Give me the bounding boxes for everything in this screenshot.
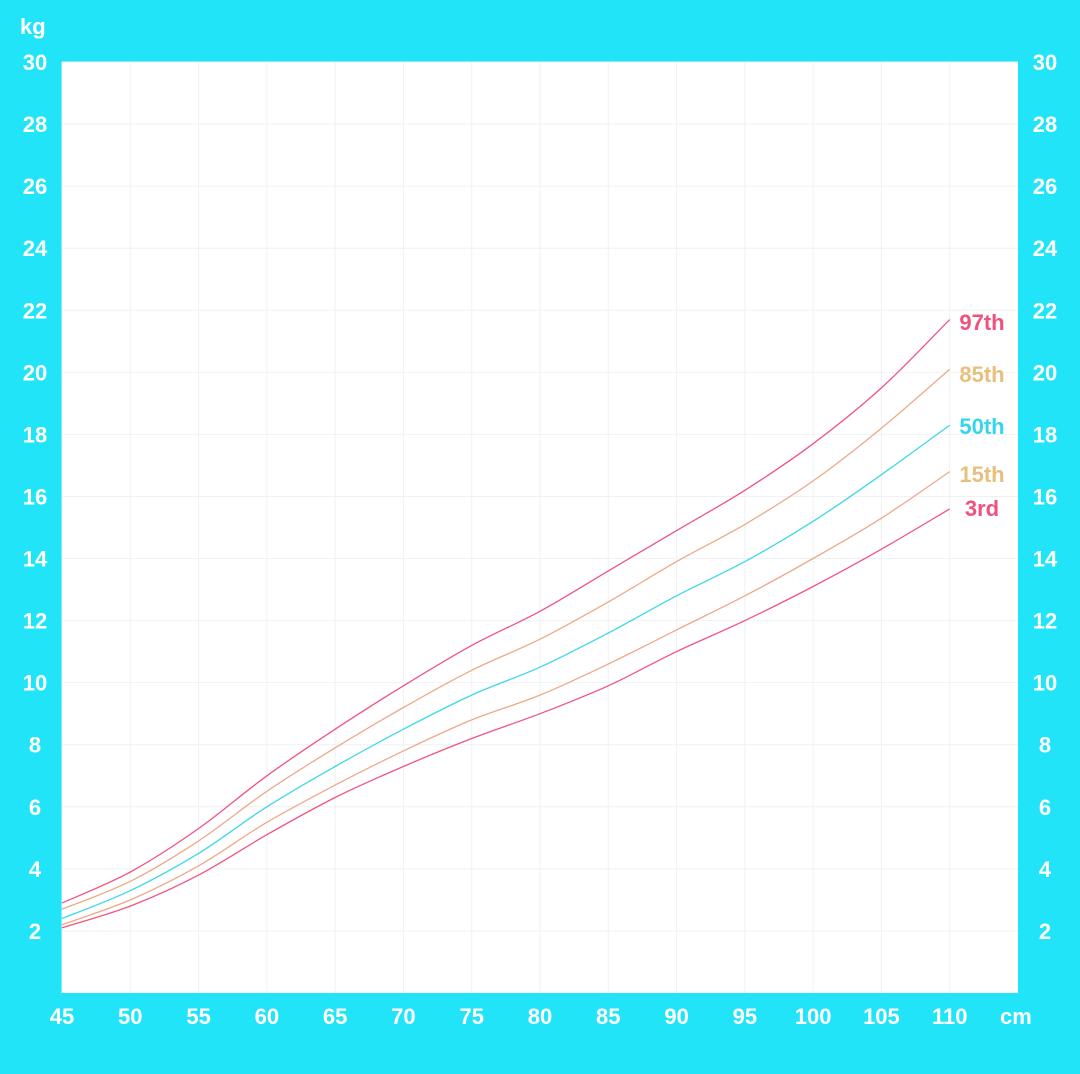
series-labels: 97th 85th 50th 15th 3rd	[959, 310, 1004, 521]
y-tick-label-right: 6	[1039, 795, 1051, 820]
y-tick-label-left: 20	[23, 360, 47, 385]
series-lines	[61, 319, 951, 929]
y-tick-label-left: 26	[23, 174, 47, 199]
x-tick-labels: 45 50 55 60 65 70 75 80 85 90 95 100 105 110	[50, 1004, 968, 1029]
series-label-50th: 50th	[959, 414, 1004, 439]
y-tick-label-right: 26	[1033, 174, 1057, 199]
x-tick-label: 70	[391, 1004, 415, 1029]
y-tick-label-left: 6	[29, 795, 41, 820]
y-tick-label-left: 28	[23, 112, 47, 137]
x-tick-label: 45	[50, 1004, 74, 1029]
y-tick-label-right: 28	[1033, 112, 1057, 137]
y-tick-label-left: 22	[23, 298, 47, 323]
x-tick-label: 80	[528, 1004, 552, 1029]
x-unit-label: cm	[1000, 1004, 1032, 1029]
x-tick-label: 110	[932, 1004, 968, 1029]
series-line-3rd	[61, 508, 951, 929]
y-tick-label-right: 2	[1039, 919, 1051, 944]
x-tick-label: 60	[255, 1004, 279, 1029]
y-tick-label-left: 24	[23, 236, 48, 261]
y-tick-label-right: 18	[1033, 422, 1057, 447]
series-label-15th: 15th	[959, 462, 1004, 487]
y-tick-label-right: 14	[1033, 547, 1058, 572]
series-line-97th	[61, 319, 951, 904]
x-tick-label: 85	[596, 1004, 620, 1029]
y-tick-label-left: 16	[23, 484, 47, 509]
series-line-85th	[61, 368, 951, 910]
x-tick-label: 90	[664, 1004, 688, 1029]
y-tick-label-right: 16	[1033, 484, 1057, 509]
x-tick-label: 65	[323, 1004, 347, 1029]
y-unit-label: kg	[20, 14, 46, 39]
x-tick-label: 105	[863, 1004, 900, 1029]
y-tick-label-left: 30	[23, 50, 47, 75]
y-tick-label-right: 10	[1033, 671, 1057, 696]
series-label-85th: 85th	[959, 362, 1004, 387]
y-tick-label-right: 4	[1039, 857, 1052, 882]
x-tick-label: 75	[459, 1004, 483, 1029]
series-line-50th	[61, 424, 951, 920]
y-tick-label-right: 24	[1033, 236, 1058, 261]
series-label-3rd: 3rd	[965, 496, 999, 521]
y-tick-label-right: 22	[1033, 298, 1057, 323]
y-tick-label-right: 8	[1039, 733, 1051, 758]
grid-lines	[61, 61, 1018, 993]
y-tick-label-left: 12	[23, 609, 47, 634]
y-tick-label-right: 12	[1033, 609, 1057, 634]
y-tick-label-left: 18	[23, 422, 47, 447]
x-tick-label: 50	[118, 1004, 142, 1029]
x-tick-label: 100	[795, 1004, 832, 1029]
y-tick-label-left: 8	[29, 733, 41, 758]
y-tick-label-left: 2	[29, 919, 41, 944]
y-tick-label-left: 10	[23, 671, 47, 696]
series-line-15th	[61, 471, 951, 926]
y-tick-label-right: 30	[1033, 50, 1057, 75]
x-tick-label: 55	[186, 1004, 210, 1029]
x-tick-label: 95	[733, 1004, 757, 1029]
series-label-97th: 97th	[959, 310, 1004, 335]
y-tick-label-left: 4	[29, 857, 42, 882]
y-tick-label-left: 14	[23, 547, 48, 572]
y-tick-label-right: 20	[1033, 360, 1057, 385]
